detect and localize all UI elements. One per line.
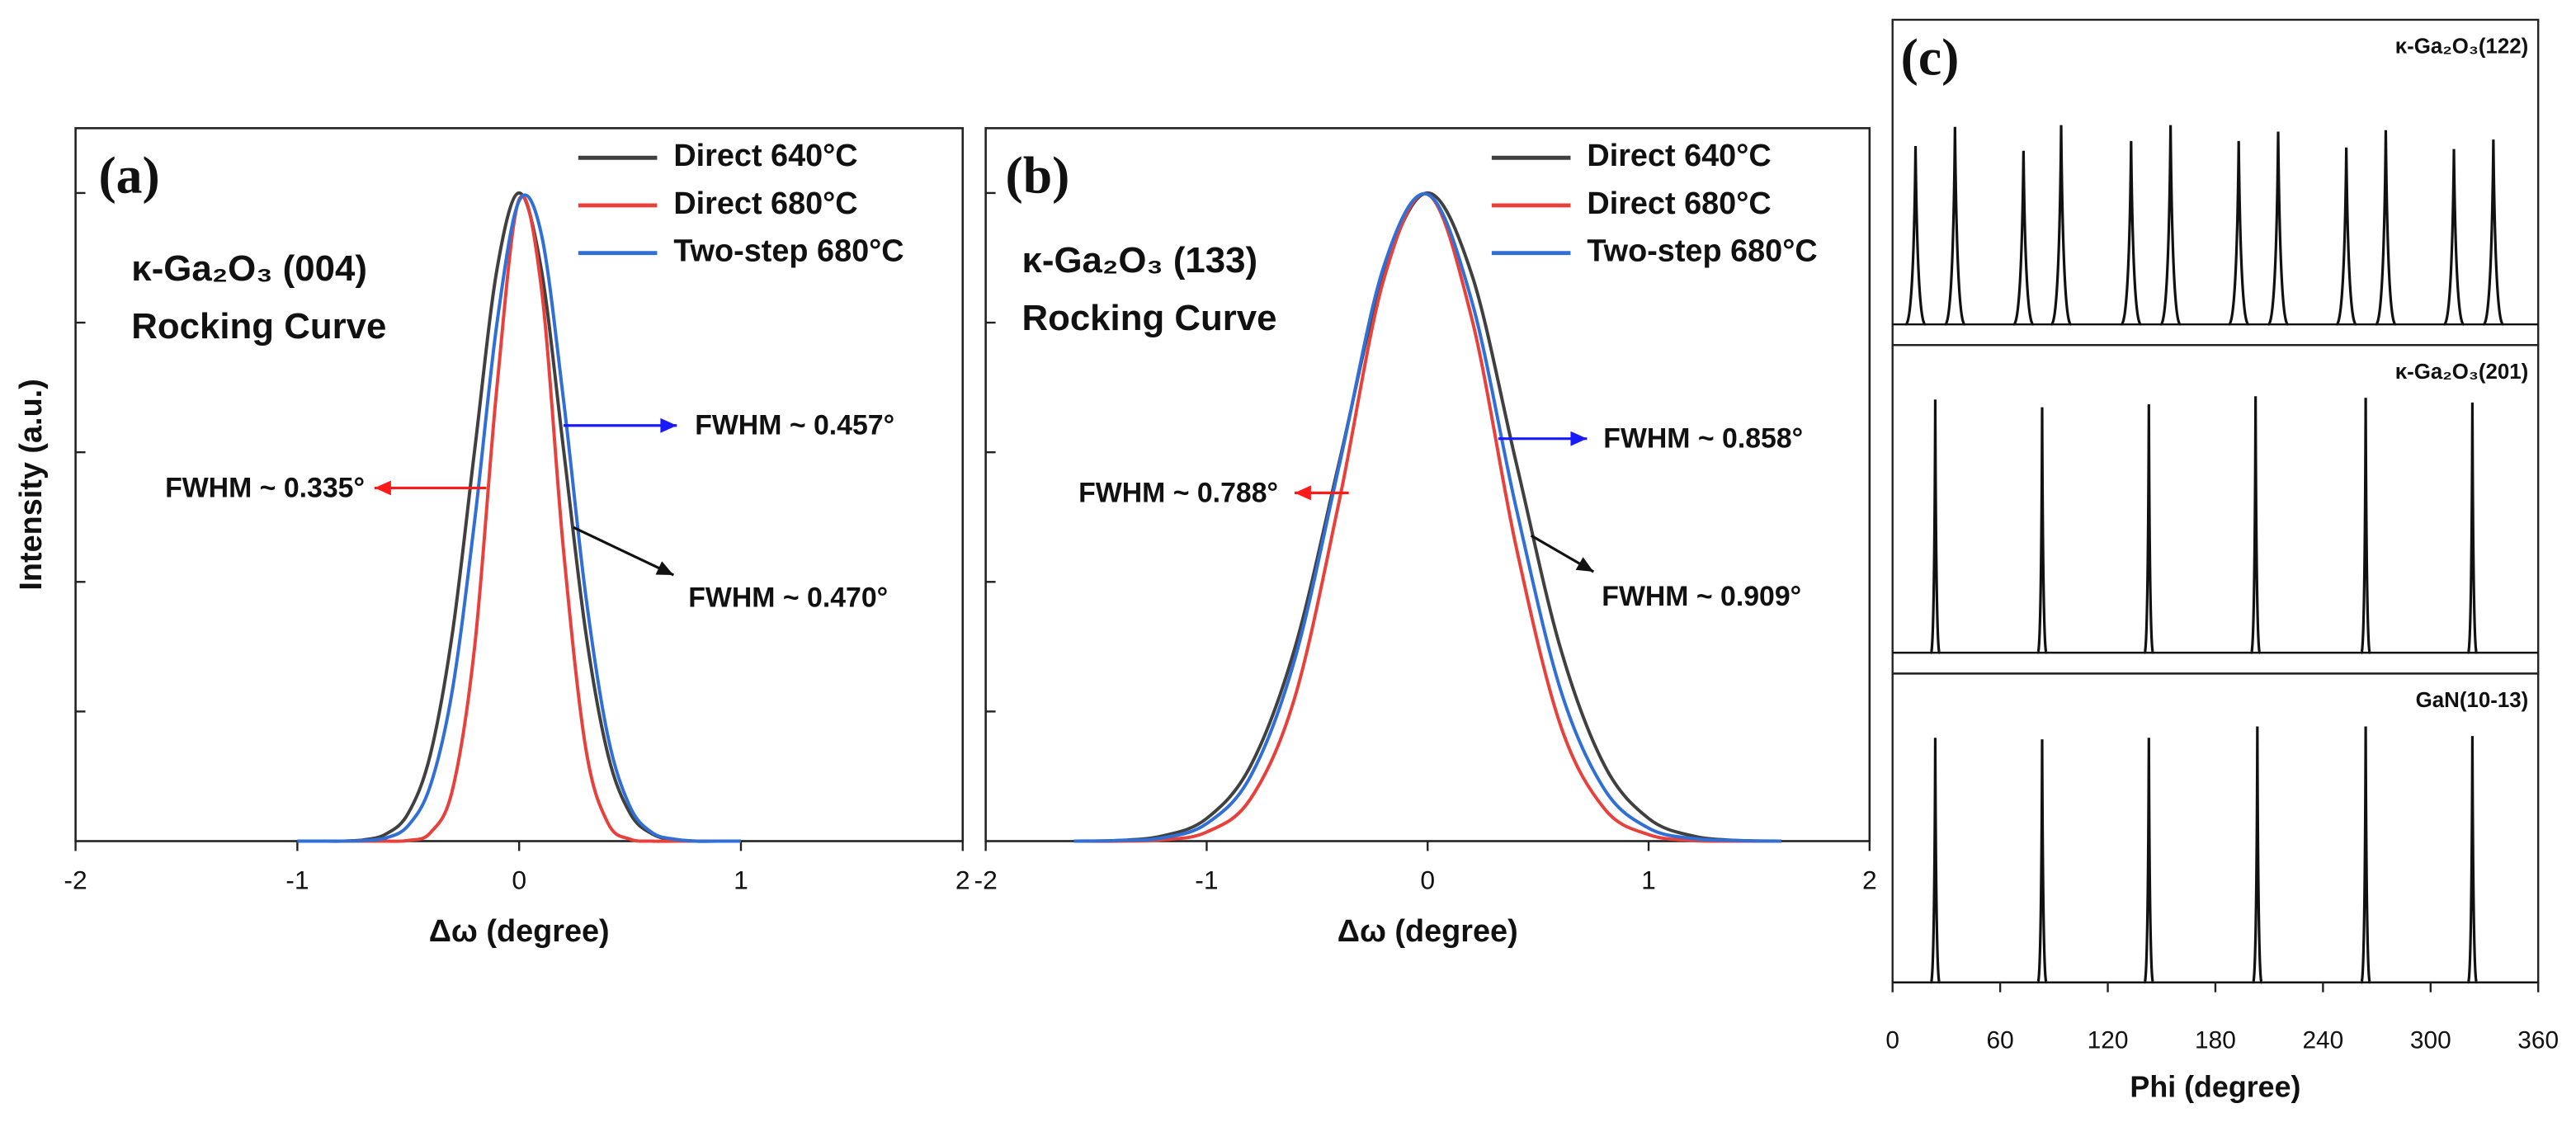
x-tick-label: 360	[2517, 1026, 2559, 1054]
x-axis-label: Δω (degree)	[1338, 914, 1518, 949]
chart-subtitle: Rocking Curve	[1021, 298, 1276, 338]
peak	[2249, 396, 2262, 654]
x-tick-label: 240	[2302, 1026, 2343, 1054]
x-tick-label: 180	[2195, 1026, 2236, 1054]
series-line	[297, 191, 741, 843]
legend-label: Two-step 680°C	[1587, 234, 1817, 269]
annotation-arrowhead	[660, 417, 677, 433]
series-line	[297, 193, 741, 843]
annotation-arrowhead	[655, 561, 674, 575]
peak	[2159, 125, 2182, 326]
peak	[2466, 402, 2479, 654]
peak	[2374, 130, 2397, 326]
panel-label: (c)	[1901, 27, 1960, 86]
panel-series-label: κ-Ga₂O₃(122)	[2395, 35, 2529, 59]
x-axis-label: Δω (degree)	[429, 914, 610, 949]
peak	[2050, 125, 2073, 326]
annotation-arrowhead	[1575, 557, 1594, 572]
peak	[2120, 140, 2142, 326]
x-tick-label: 1	[734, 865, 748, 895]
peak	[2360, 398, 2371, 654]
peak	[1929, 399, 1941, 654]
peak	[2442, 149, 2465, 326]
panel-series-label: κ-Ga₂O₃(201)	[2395, 361, 2529, 384]
x-tick-label: -1	[285, 865, 309, 895]
x-tick-label: 1	[1641, 865, 1656, 895]
chart-title: κ-Ga₂O₃ (004)	[131, 248, 367, 289]
peak	[2228, 140, 2250, 326]
panel-series-label: GaN(10-13)	[2416, 689, 2529, 712]
peak	[2466, 736, 2479, 984]
panel-label: (b)	[1006, 146, 1070, 205]
y-axis-label: Intensity (a.u.)	[14, 379, 49, 590]
legend-label: Direct 640°C	[673, 139, 857, 173]
plot-frame	[1891, 672, 2540, 983]
annotation: FWHM ~ 0.470°	[688, 582, 888, 614]
legend-label: Direct 640°C	[1587, 139, 1771, 173]
chart-subtitle: Rocking Curve	[131, 306, 386, 347]
annotation-arrow	[573, 526, 675, 577]
legend-label: Direct 680°C	[1587, 186, 1771, 221]
annotation-arrowhead	[1294, 485, 1311, 501]
peak	[2036, 739, 2048, 984]
peak	[1943, 126, 1966, 326]
peak	[2036, 407, 2048, 654]
annotation: FWHM ~ 0.788°	[1078, 477, 1278, 508]
series-line	[1073, 191, 1781, 843]
plot-frame	[1891, 18, 2540, 347]
x-tick-label: -2	[974, 865, 997, 895]
peak	[2012, 150, 2035, 326]
annotation: FWHM ~ 0.335°	[165, 472, 365, 503]
x-tick-label: 0	[1420, 865, 1435, 895]
peak	[2335, 147, 2358, 326]
peak	[2143, 404, 2155, 654]
peak	[2360, 726, 2371, 984]
series-line	[1073, 191, 1781, 843]
legend-label: Direct 680°C	[673, 186, 857, 221]
peak	[2482, 139, 2504, 326]
peak	[1904, 146, 1927, 326]
annotation: FWHM ~ 0.909°	[1602, 581, 1801, 612]
x-tick-label: -1	[1195, 865, 1218, 895]
x-tick-label: 0	[1885, 1026, 1899, 1054]
plot-frame	[1891, 343, 2540, 675]
peak	[2252, 726, 2263, 984]
x-tick-label: 2	[1862, 865, 1877, 895]
annotation: FWHM ~ 0.858°	[1603, 423, 1803, 455]
x-tick-label: 120	[2088, 1026, 2129, 1054]
x-tick-label: 2	[955, 865, 970, 895]
panel-label: (a)	[98, 146, 159, 205]
peak	[2143, 738, 2155, 984]
peak	[2267, 131, 2290, 326]
x-tick-label: 0	[512, 865, 526, 895]
x-tick-label: 300	[2410, 1026, 2451, 1054]
peak	[1929, 738, 1941, 984]
x-tick-label: -2	[64, 865, 87, 895]
legend-label: Two-step 680°C	[673, 234, 903, 269]
series-line	[297, 194, 741, 843]
annotation-arrowhead	[1570, 431, 1588, 446]
annotation-arrowhead	[374, 480, 391, 496]
x-axis-label: Phi (degree)	[2130, 1071, 2300, 1104]
chart-title: κ-Ga₂O₃ (133)	[1021, 240, 1257, 281]
series-line	[1073, 191, 1781, 843]
x-tick-label: 60	[1987, 1026, 2014, 1054]
annotation: FWHM ~ 0.457°	[695, 410, 894, 441]
